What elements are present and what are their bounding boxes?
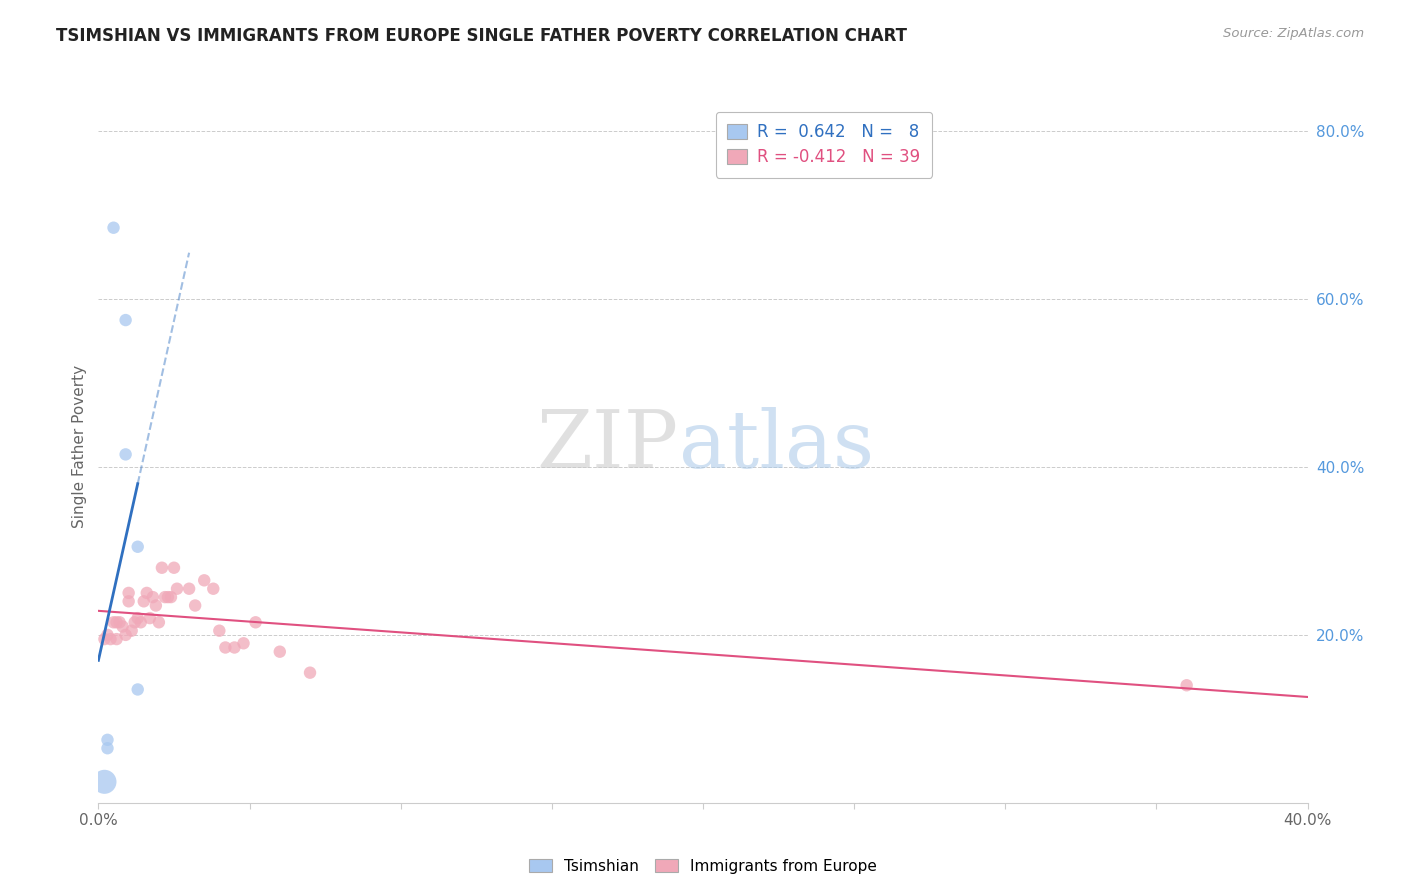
Point (96, 628, 118, 642)
Point (184, 599, 207, 613)
Point (145, 599, 167, 613)
Point (114, 313, 136, 327)
Y-axis label: Single Father Poverty: Single Father Poverty (72, 365, 87, 527)
Point (124, 615, 146, 630)
Point (1175, 678, 1198, 692)
Point (127, 611, 149, 625)
Point (93, 774, 115, 789)
Point (111, 619, 134, 633)
Point (163, 560, 186, 574)
Point (105, 615, 128, 630)
Point (224, 640, 246, 655)
Text: Source: ZipAtlas.com: Source: ZipAtlas.com (1223, 27, 1364, 40)
Point (135, 586, 157, 600)
Point (103, 220, 125, 235)
Point (93, 632, 115, 646)
Point (156, 590, 179, 604)
Point (269, 645, 291, 659)
Point (121, 624, 143, 638)
Point (179, 582, 201, 596)
Text: TSIMSHIAN VS IMMIGRANTS FROM EUROPE SINGLE FATHER POVERTY CORRELATION CHART: TSIMSHIAN VS IMMIGRANTS FROM EUROPE SING… (56, 27, 907, 45)
Point (103, 615, 125, 630)
Text: ZIP: ZIP (537, 407, 679, 485)
Point (153, 590, 176, 604)
Point (100, 632, 122, 646)
Point (299, 665, 322, 680)
Point (232, 636, 254, 650)
Point (202, 582, 225, 596)
Point (166, 582, 188, 596)
Point (96, 741, 118, 756)
Point (132, 594, 155, 608)
Point (139, 611, 162, 625)
Text: atlas: atlas (679, 407, 875, 485)
Point (118, 586, 141, 600)
Point (214, 640, 236, 655)
Point (193, 574, 215, 588)
Point (208, 624, 231, 638)
Point (118, 594, 141, 608)
Point (114, 628, 136, 642)
Point (148, 615, 170, 630)
Point (108, 615, 131, 630)
Legend: R =  0.642   N =   8, R = -0.412   N = 39: R = 0.642 N = 8, R = -0.412 N = 39 (716, 112, 932, 178)
Point (142, 590, 165, 604)
Point (245, 615, 267, 630)
Point (96, 732, 118, 747)
Point (150, 560, 173, 574)
Point (105, 632, 128, 646)
Point (127, 682, 149, 697)
Point (160, 590, 183, 604)
Legend: Tsimshian, Immigrants from Europe: Tsimshian, Immigrants from Europe (523, 853, 883, 880)
Point (127, 540, 149, 554)
Point (114, 447, 136, 461)
Point (129, 615, 152, 630)
